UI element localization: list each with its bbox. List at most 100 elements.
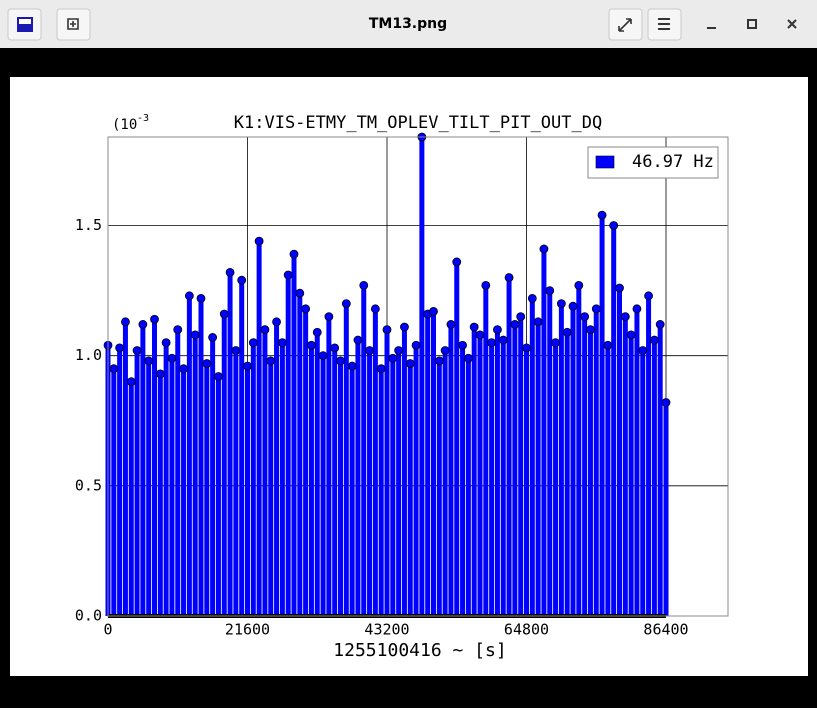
stem-marker <box>504 273 514 282</box>
y-tick-label: 1.0 <box>75 346 102 364</box>
legend-swatch <box>595 155 615 169</box>
stem-marker <box>469 322 479 332</box>
close-button[interactable] <box>787 19 797 29</box>
stem-marker <box>202 359 212 368</box>
stem-marker <box>115 343 125 353</box>
stem-marker <box>312 327 322 337</box>
stem-marker <box>655 320 665 329</box>
x-tick-label: 64800 <box>504 621 549 639</box>
stem-marker <box>243 361 252 371</box>
stem-marker <box>615 283 624 293</box>
x-tick-label: 21600 <box>225 621 270 639</box>
stem-marker <box>365 346 374 355</box>
stem-marker <box>446 320 456 329</box>
stem-marker <box>248 338 258 348</box>
stem-marker <box>620 312 630 322</box>
stem-marker <box>132 346 142 355</box>
menu-icon <box>658 18 670 30</box>
stem-marker <box>574 280 584 290</box>
stem-marker <box>277 338 287 348</box>
stem-marker <box>661 398 671 407</box>
stem-marker <box>272 317 281 327</box>
y-tick-label: 1.5 <box>75 216 102 234</box>
stem-marker <box>260 325 270 335</box>
stem-marker <box>429 307 438 316</box>
stem-marker <box>638 346 648 355</box>
stem-marker <box>219 309 229 319</box>
stem-marker <box>533 317 543 327</box>
stem-marker <box>167 353 177 363</box>
plot-frame <box>107 136 729 617</box>
stem-marker <box>330 343 340 353</box>
stem-marker <box>254 236 264 246</box>
stem-marker <box>411 340 421 350</box>
y-scale-label: (10 <box>112 117 137 133</box>
stem-marker <box>266 356 276 366</box>
stem-marker <box>144 356 154 366</box>
stem-marker <box>527 294 537 303</box>
new-icon <box>67 18 79 30</box>
stem-marker <box>609 221 619 230</box>
stem-marker <box>481 280 491 290</box>
x-axis-label: 1255100416 ~ [s] <box>333 640 506 661</box>
y-tick-label: 0.0 <box>75 607 102 625</box>
stem-marker <box>434 356 444 366</box>
stem-marker <box>626 330 636 340</box>
stem-marker <box>359 280 369 290</box>
stem-marker <box>603 340 613 350</box>
stem-marker <box>324 312 334 322</box>
stem-marker <box>463 353 473 363</box>
stem-marker <box>341 299 351 309</box>
stem-marker <box>376 364 386 374</box>
stem-marker <box>208 333 218 342</box>
stem-marker <box>498 335 508 345</box>
stem-marker <box>405 359 415 368</box>
stem-marker <box>644 291 653 301</box>
app-icon-glyph <box>18 24 32 31</box>
y-scale-exponent: -3 <box>137 113 149 124</box>
stem-marker <box>109 364 119 374</box>
stem-marker <box>545 286 555 295</box>
stem-marker <box>388 353 398 363</box>
stem-marker <box>452 257 462 267</box>
stem-marker <box>597 210 607 220</box>
stem-marker <box>400 322 409 332</box>
stem-marker <box>126 377 136 387</box>
stem-marker <box>283 270 293 280</box>
stem-marker <box>347 361 357 371</box>
chart-title: K1:VIS-ETMY_TM_OPLEV_TILT_PIT_OUT_DQ <box>234 113 602 133</box>
stem-marker <box>458 340 467 350</box>
x-tick-label: 86400 <box>643 621 688 639</box>
stem-marker <box>214 372 223 381</box>
stem-marker <box>539 244 549 254</box>
stem-marker <box>493 325 502 335</box>
maximize-button[interactable] <box>747 19 757 29</box>
stem-marker <box>394 346 404 355</box>
stem-marker <box>562 327 572 337</box>
stem-marker <box>336 356 345 366</box>
stem-marker <box>289 249 299 259</box>
stem-marker <box>551 338 560 348</box>
stem-marker <box>586 325 595 335</box>
stem-marker <box>225 267 235 277</box>
stem-marker <box>237 275 247 285</box>
stem-marker <box>632 304 642 314</box>
stem-marker <box>307 340 316 350</box>
legend: 46.97 Hz <box>587 146 719 179</box>
stem-marker <box>591 304 601 314</box>
x-tick-label: 0 <box>103 621 112 639</box>
y-tick-label: 0.5 <box>75 476 102 494</box>
stem-marker <box>649 335 659 345</box>
stem-marker <box>121 317 130 327</box>
stem-marker <box>353 335 363 345</box>
stem-marker <box>161 338 171 348</box>
stem-marker <box>440 346 450 355</box>
stem-marker <box>318 351 328 361</box>
stem-marker <box>516 312 526 322</box>
stem-marker <box>184 291 194 301</box>
stem-marker <box>231 346 241 355</box>
stem-marker <box>190 330 200 340</box>
x-tick-label: 43200 <box>364 621 409 639</box>
stem-marker <box>475 330 485 340</box>
